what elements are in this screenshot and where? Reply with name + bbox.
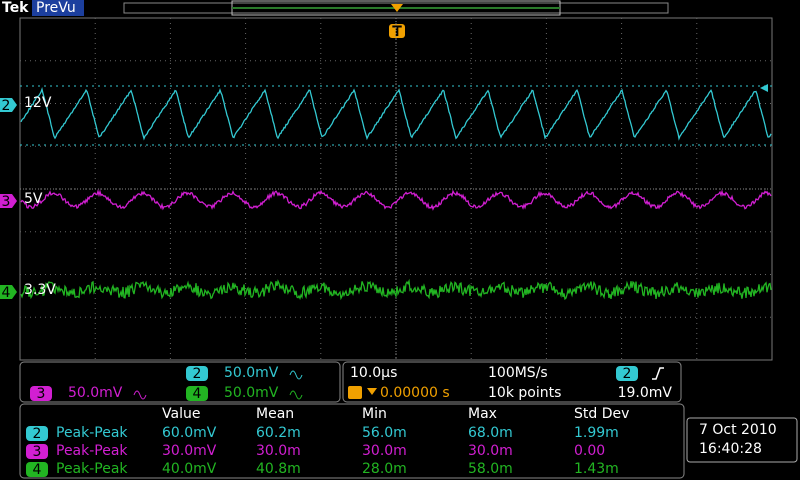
- trigger-arrow: [391, 4, 403, 12]
- measurement-cell: 30.0m: [468, 443, 513, 459]
- measurement-type: Peak-Peak: [56, 443, 128, 459]
- channel-label: 12V: [24, 95, 52, 111]
- measurement-cell: 1.99m: [574, 425, 619, 441]
- column-header: Min: [362, 406, 387, 422]
- waveforms: [20, 86, 772, 301]
- channel-badge: [26, 462, 48, 477]
- channel-number: 4: [193, 386, 202, 402]
- column-header: Std Dev: [574, 406, 629, 422]
- cursor-arrow: [760, 84, 768, 92]
- measurement-cell: 30.0m: [256, 443, 301, 459]
- trigger-pos-icon: [348, 386, 362, 399]
- vertical-settings: 2 50.0mV 3 50.0mV 4 50.0mV: [30, 365, 303, 402]
- waveform: [20, 188, 772, 211]
- trigger-channel-badge: [616, 366, 638, 381]
- trigger-marker: T: [392, 24, 402, 40]
- trigger-position: 0.00000 s: [380, 385, 450, 401]
- record-bar: [123, 2, 669, 14]
- record-length: 10k points: [488, 385, 561, 401]
- measurement-cell: 28.0m: [362, 461, 407, 477]
- measurement-cell: 60.2m: [256, 425, 301, 441]
- channel-badge: [30, 386, 52, 401]
- measurement-cell: 30.0mV: [162, 443, 217, 459]
- time-per-div: 10.0µs: [350, 365, 397, 381]
- trigger-marker-badge: [389, 24, 405, 38]
- channel-label: 5V: [24, 191, 43, 207]
- waveform: [20, 86, 772, 141]
- measurement-cell: 56.0m: [362, 425, 407, 441]
- channel-badge: [186, 386, 208, 401]
- graticule: [19, 17, 773, 361]
- bandwidth-icon: [133, 390, 147, 400]
- measurement-cell: 60.0mV: [162, 425, 217, 441]
- waveform: [20, 278, 772, 301]
- channel-badge: [26, 426, 48, 441]
- trigger-level: 19.0mV: [618, 385, 673, 401]
- trigger-channel: 2: [623, 366, 632, 382]
- measurement-cell: 58.0m: [468, 461, 513, 477]
- column-header: Mean: [256, 406, 294, 422]
- measurement-cell: 1.43m: [574, 461, 619, 477]
- column-header: Max: [468, 406, 497, 422]
- channel-scale: 50.0mV: [68, 385, 123, 401]
- channel-number: 3: [37, 386, 46, 402]
- channel-scale: 50.0mV: [224, 385, 279, 401]
- bandwidth-icon: [289, 390, 303, 400]
- channel-marker: [0, 194, 17, 208]
- measurement-cell: 0.00: [574, 443, 605, 459]
- date: 7 Oct 2010: [699, 422, 777, 438]
- sample-rate: 100MS/s: [488, 365, 548, 381]
- trigger-pos-arrow: [367, 388, 377, 395]
- channel-number: 4: [33, 462, 42, 478]
- measurement-panel: [19, 403, 685, 479]
- trigger-slope-icon: [652, 367, 664, 380]
- measurement-type: Peak-Peak: [56, 425, 128, 441]
- channel-marker: [0, 285, 17, 299]
- channel-number: 2: [2, 98, 11, 114]
- measurement-table: Value Mean Min Max Std Dev 2 Peak-Peak 60.0mV 60…: [26, 406, 629, 478]
- channel-scale: 50.0mV: [224, 365, 279, 381]
- channel-number: 2: [193, 366, 202, 382]
- horizontal-panel: [342, 361, 682, 403]
- channel-number: 3: [33, 444, 42, 460]
- channel-label: 3.3V: [24, 282, 56, 298]
- vertical-panel: [19, 361, 341, 403]
- channel-number: 2: [33, 426, 42, 442]
- time: 16:40:28: [699, 441, 762, 457]
- measurement-cell: 68.0m: [468, 425, 513, 441]
- column-header: Value: [162, 406, 200, 422]
- measurement-cell: 30.0m: [362, 443, 407, 459]
- mode-badge: [32, 0, 84, 16]
- channel-marker: [0, 98, 17, 112]
- bandwidth-icon: [289, 370, 303, 380]
- channel-number: 3: [2, 194, 11, 210]
- brand: Tek: [2, 0, 29, 16]
- clock-panel: [686, 417, 798, 463]
- measurement-type: Peak-Peak: [56, 461, 128, 477]
- channel-markers: 2 12V 3 5V 4 3.3V: [0, 95, 56, 301]
- channel-badge: [186, 366, 208, 381]
- channel-badge: [26, 444, 48, 459]
- measurement-cell: 40.0mV: [162, 461, 217, 477]
- measurement-cell: 40.8m: [256, 461, 301, 477]
- channel-number: 4: [2, 285, 11, 301]
- mode: PreVu: [36, 0, 76, 16]
